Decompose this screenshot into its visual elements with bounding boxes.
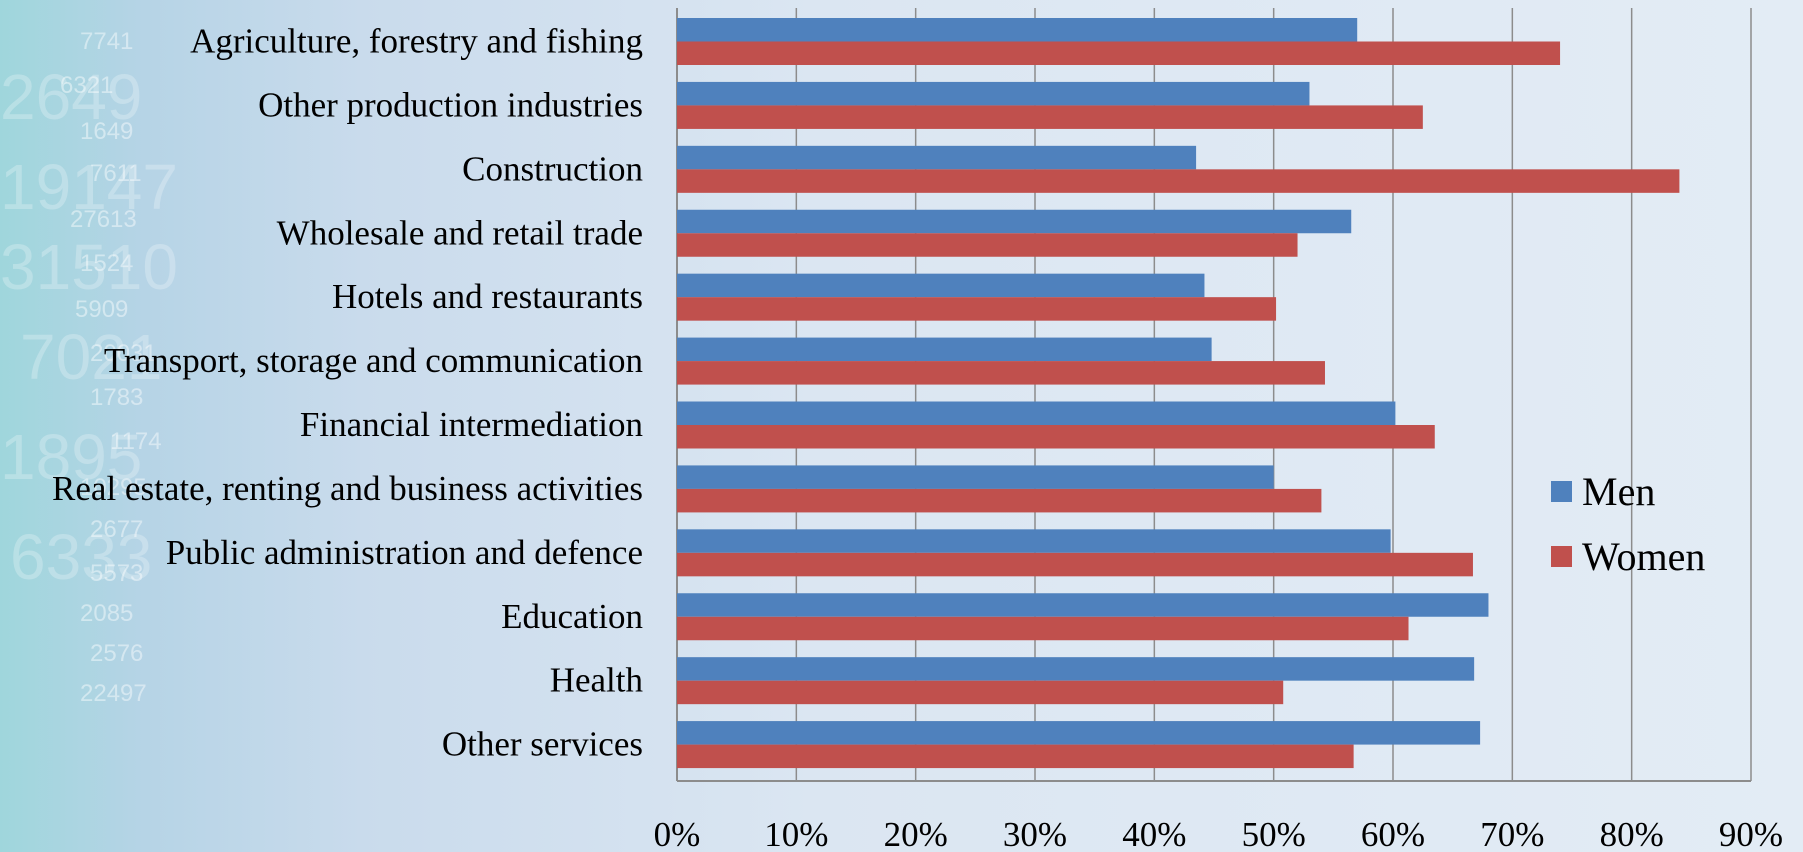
men-bar [677,18,1358,42]
men-bar [677,529,1391,553]
men-bar [677,401,1396,425]
men-bar [677,81,1310,106]
women-bar [677,425,1435,449]
men-bar [677,145,1197,170]
women-bar [677,552,1473,577]
category-label: Other services [442,725,643,764]
legend-label-men: Men [1582,469,1655,514]
legend-swatch-women [1551,546,1572,567]
women-bar [677,488,1322,513]
x-tick-label: 0% [654,815,701,852]
women-bar [677,233,1298,257]
legend-label-women: Women [1582,534,1705,579]
men-bar [677,465,1274,489]
women-bar [677,361,1325,385]
x-tick-label: 90% [1719,815,1783,852]
women-bar [677,616,1409,641]
category-label: Public administration and defence [166,533,643,572]
category-label: Construction [462,149,643,188]
women-bar [677,744,1354,769]
category-label: Hotels and restaurants [332,277,643,316]
x-tick-label: 10% [764,815,828,852]
men-bar [677,593,1489,617]
x-tick-label: 70% [1480,815,1544,852]
women-bar [677,680,1284,705]
men-bar [677,273,1205,298]
men-bar [677,337,1212,362]
x-tick-label: 40% [1122,815,1186,852]
x-tick-label: 60% [1361,815,1425,852]
category-label: Wholesale and retail trade [277,213,643,252]
category-label: Financial intermediation [300,405,643,444]
legend-swatch-men [1551,481,1572,502]
men-bar [677,209,1352,234]
women-bar [677,41,1561,65]
category-label: Agriculture, forestry and fishing [190,22,643,61]
x-tick-label: 50% [1242,815,1306,852]
women-bar [677,297,1277,321]
category-label: Education [501,597,643,636]
men-bar [677,657,1475,681]
category-label: Other production industries [258,85,643,124]
women-bar [677,169,1680,193]
x-tick-label: 30% [1003,815,1067,852]
category-label: Real estate, renting and business activi… [52,469,643,508]
x-tick-label: 20% [884,815,948,852]
category-label: Health [550,661,644,700]
men-bar [677,721,1481,745]
x-tick-label: 80% [1600,815,1664,852]
women-bar [677,105,1423,129]
category-label: Transport, storage and communication [104,341,643,380]
